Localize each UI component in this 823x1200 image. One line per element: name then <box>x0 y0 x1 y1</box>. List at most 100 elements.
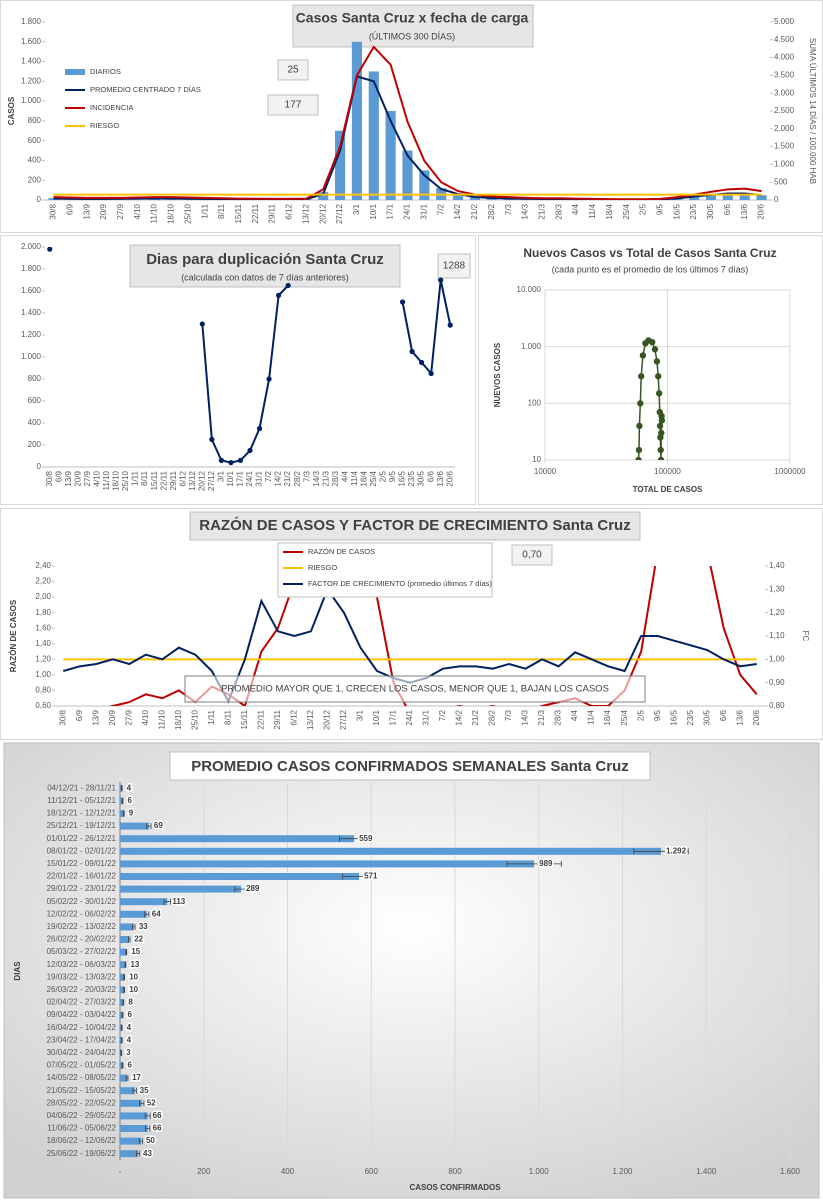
x-tick-label: 28/2 <box>488 709 497 725</box>
annotation-box <box>267 94 319 116</box>
x-tick-label: 22/11 <box>159 470 168 490</box>
point <box>285 282 291 289</box>
error-bar <box>163 898 172 905</box>
x-tick-label: 6/12 <box>285 203 294 219</box>
value-label: 4 <box>127 1023 132 1032</box>
annotation-box <box>511 544 553 566</box>
y-tick-label: 1.000 <box>21 96 42 105</box>
x-tick-label: 8/11 <box>217 203 226 219</box>
x-tick-label: 2/5 <box>379 470 388 482</box>
y-tick-label: 25/06/22 - 19/06/22 <box>47 1149 117 1158</box>
point <box>637 400 644 407</box>
x-tick-label: 7/2 <box>264 470 273 482</box>
x-tick-label: 27/9 <box>83 470 92 486</box>
x-tick-label: 8/11 <box>223 709 232 725</box>
error-bar <box>341 873 377 880</box>
error-bar <box>132 923 136 930</box>
x-tick-label: 15/11 <box>240 709 249 729</box>
x-tick-label: 13/6 <box>740 203 749 219</box>
point <box>447 322 453 328</box>
x-tick-label: 20/6 <box>752 709 761 725</box>
y-tick-label: 1.200 <box>21 330 42 339</box>
x-tick-label: 10/1 <box>369 203 378 219</box>
error-bar <box>144 1112 151 1119</box>
y-tick-label: 10.000 <box>517 285 542 294</box>
value-label: 64 <box>152 909 161 918</box>
x-tick-label: 13/12 <box>188 470 197 491</box>
annotation-box <box>437 253 471 279</box>
error-bar <box>122 810 125 817</box>
y-tick-label: 10 <box>532 455 541 464</box>
error-bar <box>125 1075 129 1082</box>
bar <box>385 111 396 200</box>
x-tick-label: 3/1 <box>217 470 226 482</box>
bar <box>120 910 147 918</box>
point <box>266 376 272 382</box>
value-label: 43 <box>143 1149 152 1158</box>
x-tick-label: 18/10 <box>167 203 176 224</box>
legend-label: RIESGO <box>308 563 337 572</box>
bar <box>120 1087 135 1095</box>
point <box>655 390 663 397</box>
value-label: 69 <box>154 821 163 830</box>
x-tick-label: 16/5 <box>398 470 407 486</box>
legend-label: PROMEDIO CENTRADO 7 DÍAS <box>90 85 201 94</box>
y-tick-label: 200 <box>28 440 42 449</box>
x-tick-label: 1.200 <box>612 1167 633 1176</box>
y-tick-label: 25/12/21 - 19/12/21 <box>47 821 117 830</box>
bar <box>120 961 126 969</box>
x-tick-label: 22/11 <box>251 203 260 223</box>
bar <box>419 170 430 200</box>
point <box>639 352 647 359</box>
error-bar <box>125 949 128 956</box>
x-tick-label: - <box>119 1167 122 1176</box>
point <box>651 346 659 353</box>
x-tick-label: 9/5 <box>653 709 662 721</box>
point <box>658 417 666 424</box>
x-tick-label: 24/1 <box>403 203 412 219</box>
x-tick-label: 25/10 <box>121 470 130 491</box>
x-tick-label: 27/12 <box>339 709 348 730</box>
y-tick-label: 1.500 <box>774 142 795 151</box>
y-tick-label: 11/06/22 - 05/06/22 <box>47 1124 116 1133</box>
x-tick-label: 24/1 <box>245 470 254 486</box>
x-tick-label: 2/5 <box>636 709 645 721</box>
error-bar <box>144 911 150 918</box>
point <box>247 447 253 454</box>
y-tick-label: 12/02/22 - 06/02/22 <box>47 909 117 918</box>
value-label: 3 <box>126 1048 131 1057</box>
value-label: 17 <box>132 1073 141 1082</box>
x-tick-label: 7/3 <box>504 709 513 721</box>
y-tick-label: 2.000 <box>774 124 795 133</box>
x-tick-label: 30/8 <box>49 203 58 219</box>
bar <box>120 1137 141 1145</box>
y-tick-label: 1.400 <box>21 57 42 66</box>
chart-title: RAZÓN DE CASOS Y FACTOR DE CRECIMIENTO S… <box>199 516 630 534</box>
y-tick-label: 1,00 <box>769 654 785 663</box>
bar <box>705 194 717 200</box>
y-tick-label: 28/05/22 - 22/05/22 <box>47 1098 117 1107</box>
x-tick-label: 1/11 <box>131 470 140 486</box>
y-tick-label: 0,90 <box>769 678 785 687</box>
y-tick-label: 1.000 <box>21 352 42 361</box>
x-tick-label: 20/9 <box>108 709 117 725</box>
x-tick-label: 11/10 <box>157 709 166 729</box>
bar <box>453 193 464 200</box>
y-tick-label: 19/02/22 - 13/02/22 <box>47 922 117 931</box>
y-tick-label: 5.000 <box>774 17 795 26</box>
y-tick-label: 1,60 <box>35 623 51 632</box>
error-bar <box>135 1150 141 1157</box>
y-tick-label: 14/05/22 - 08/05/22 <box>47 1073 117 1082</box>
point <box>635 446 643 454</box>
point <box>209 436 215 443</box>
bar <box>689 196 700 200</box>
bar <box>120 847 662 855</box>
x-tick-label: 4/10 <box>133 203 142 219</box>
value-label: 33 <box>139 922 148 931</box>
y-tick-label: 3.000 <box>774 88 795 97</box>
note: PROMEDIO MAYOR QUE 1, CRECEN LOS CASOS, … <box>221 684 609 695</box>
annotation: 0,70 <box>522 550 542 561</box>
x-tick-label: 21/3 <box>537 709 546 725</box>
legend-swatch <box>65 69 85 75</box>
y-tick-label: 1.000 <box>521 342 542 351</box>
